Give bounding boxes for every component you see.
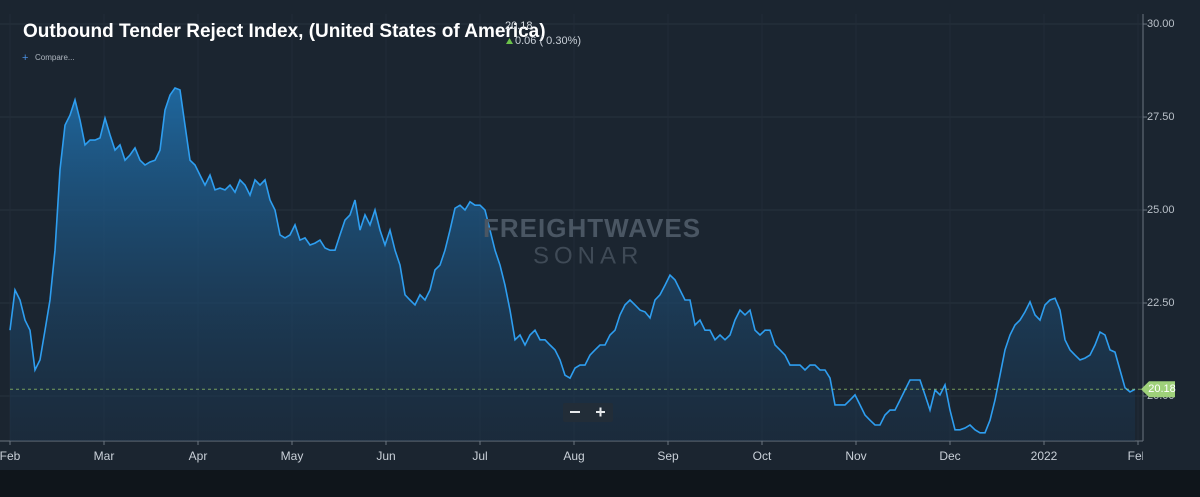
compare-button[interactable]: Compare... <box>35 53 75 62</box>
x-tick-label: Apr <box>189 449 208 463</box>
watermark: FREIGHTWAVES <box>483 213 701 243</box>
x-axis-labels: Feb Mar Apr May Jun Jul Aug Sep Oct Nov Dec 2022 Feb <box>0 449 1149 463</box>
x-tick-label: Nov <box>845 449 866 463</box>
up-arrow <box>506 38 513 44</box>
current-value: 20.18 <box>505 20 533 32</box>
line <box>9 87 1136 434</box>
last-value-tag <box>1141 381 1175 398</box>
x-tick-label: Jun <box>376 449 395 463</box>
area <box>10 88 1135 441</box>
x-tick-label: Feb <box>0 449 21 463</box>
x-tick-label: Oct <box>753 449 772 463</box>
zoom-controls <box>563 403 613 422</box>
x-tick-label: Feb <box>1128 449 1149 463</box>
compare-icon[interactable]: + <box>22 52 28 64</box>
footer-strip <box>0 470 1200 497</box>
x-tick-label: 2022 <box>1031 449 1058 463</box>
chart-title: Outbound Tender Reject Index, (United St… <box>23 21 546 42</box>
y-tick-label: 22.50 <box>1147 297 1175 309</box>
x-tick-label: Jul <box>472 449 487 463</box>
x-tick-label: May <box>281 449 304 463</box>
change: 0.06 ( 0.30%) <box>515 35 581 47</box>
plot-area <box>0 14 1147 445</box>
y-tick-label: 30.00 <box>1147 18 1175 30</box>
y-tick-label: 25.00 <box>1147 204 1175 216</box>
x-tick-label: Aug <box>563 449 584 463</box>
x-tick-label: Mar <box>94 449 115 463</box>
watermark: SONAR <box>533 242 643 269</box>
y-tick-label: 27.50 <box>1147 111 1175 123</box>
last-value-label: 20.18 <box>1148 383 1176 395</box>
x-tick-label: Sep <box>657 449 679 463</box>
x-tick-label: Dec <box>939 449 960 463</box>
